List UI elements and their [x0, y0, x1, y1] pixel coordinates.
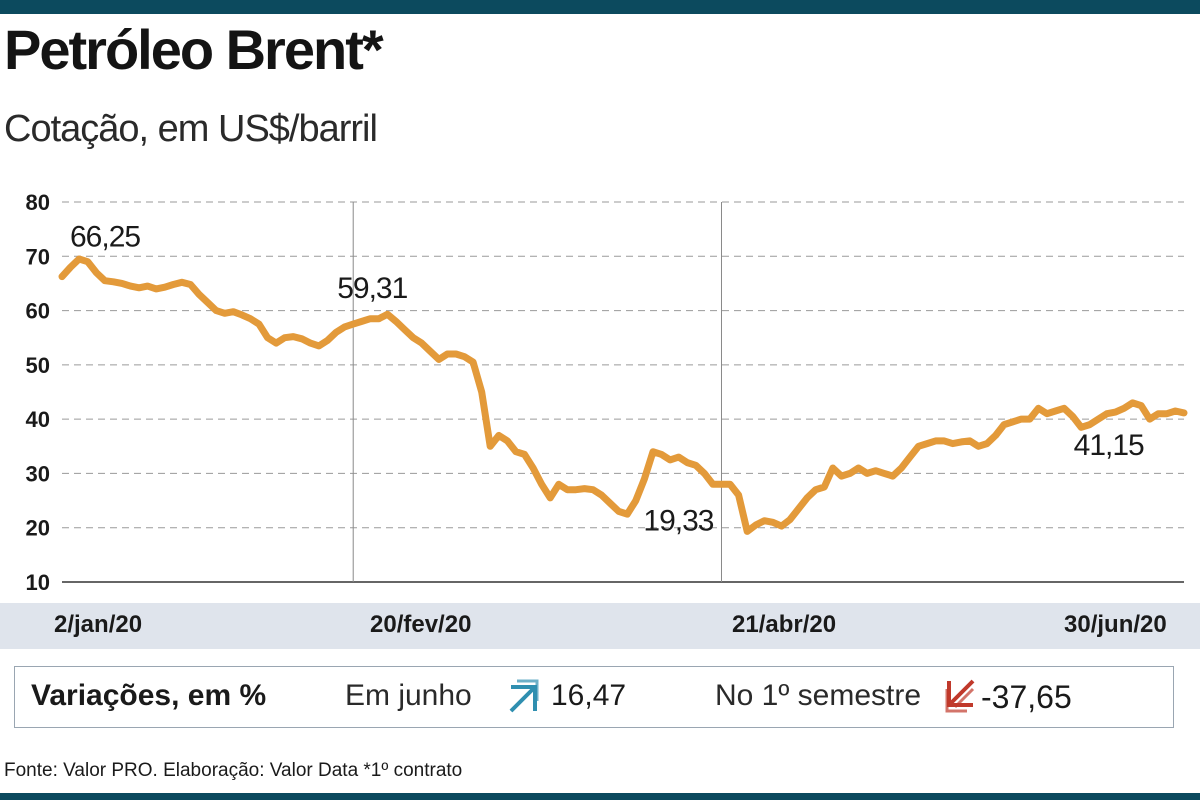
y-tick-label: 10 [26, 570, 50, 595]
semester-label: No 1º semestre [715, 679, 922, 712]
data-label: 66,25 [70, 221, 140, 254]
variations-box: Variações, em % Em junho 16,47 No 1º sem… [14, 666, 1174, 728]
y-tick-label: 40 [26, 407, 50, 432]
x-tick-label: 30/jun/20 [1064, 611, 1167, 638]
down-arrow-icon [945, 679, 975, 713]
y-tick-label: 30 [26, 461, 50, 486]
chart-subtitle: Cotação, em US$/barril [4, 108, 378, 150]
x-axis-band: 2/jan/20 20/fev/20 21/abr/20 30/jun/20 [0, 603, 1200, 649]
y-tick-label: 70 [26, 244, 50, 269]
source-note: Fonte: Valor PRO. Elaboração: Valor Data… [4, 760, 463, 781]
grid [62, 201, 1184, 583]
june-label: Em junho [345, 679, 472, 712]
data-label: 19,33 [643, 504, 713, 537]
y-tick-label: 60 [26, 299, 50, 324]
series-line [58, 255, 1188, 535]
y-tick-label: 20 [26, 516, 50, 541]
bottom-accent-bar [0, 793, 1200, 800]
price-line-chart: 80 70 60 50 40 30 20 10 66,25 59,31 19,33 41,15 [26, 190, 1188, 595]
y-tick-label: 80 [26, 190, 50, 215]
annotations: 66,25 59,31 19,33 41,15 [70, 221, 1145, 538]
x-tick-label: 21/abr/20 [732, 611, 837, 638]
chart-title: Petróleo Brent* [4, 18, 384, 81]
x-tick-label: 20/fev/20 [370, 611, 472, 638]
variations-title: Variações, em % [31, 679, 267, 712]
june-value: 16,47 [551, 679, 627, 712]
series-layer [58, 255, 1188, 535]
y-axis: 80 70 60 50 40 30 20 10 [26, 190, 50, 595]
data-label: 59,31 [337, 272, 407, 305]
top-accent-bar [0, 0, 1200, 14]
x-tick-label: 2/jan/20 [54, 611, 143, 638]
data-label: 41,15 [1074, 429, 1144, 462]
up-arrow-icon [509, 679, 539, 713]
semester-value: -37,65 [981, 679, 1072, 715]
y-tick-label: 50 [26, 353, 50, 378]
